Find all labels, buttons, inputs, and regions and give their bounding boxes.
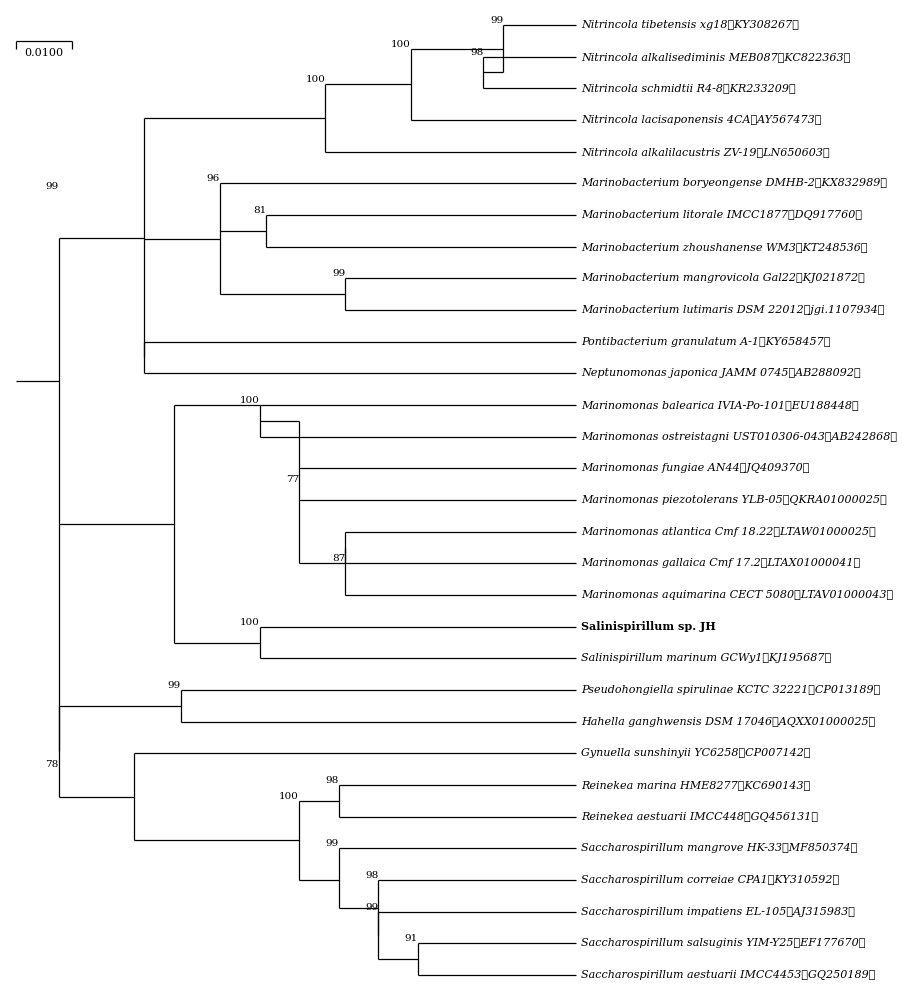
Text: 78: 78 [45,760,59,769]
Text: Saccharospirillum aestuarii IMCC4453（GQ250189）: Saccharospirillum aestuarii IMCC4453（GQ2… [581,970,875,980]
Text: Gynuella sunshinyii YC6258（CP007142）: Gynuella sunshinyii YC6258（CP007142） [581,748,811,758]
Text: Saccharospirillum mangrove HK-33（MF850374）: Saccharospirillum mangrove HK-33（MF85037… [581,843,857,853]
Text: 99: 99 [45,182,59,191]
Text: 81: 81 [253,206,266,215]
Text: 98: 98 [470,48,483,57]
Text: 99: 99 [365,903,378,912]
Text: 91: 91 [404,934,418,943]
Text: Marinobacterium litorale IMCC1877（DQ917760）: Marinobacterium litorale IMCC1877（DQ9177… [581,210,862,220]
Text: Marinomonas balearica IVIA-Po-101（EU188448）: Marinomonas balearica IVIA-Po-101（EU1884… [581,400,859,410]
Text: Pseudohongiella spirulinae KCTC 32221（CP013189）: Pseudohongiella spirulinae KCTC 32221（CP… [581,685,880,695]
Text: Marinobacterium zhoushanense WM3（KT248536）: Marinobacterium zhoushanense WM3（KT24853… [581,242,868,252]
Text: Marinomonas ostreistagni UST010306-043（AB242868）: Marinomonas ostreistagni UST010306-043（A… [581,432,897,442]
Text: Marinobacterium boryeongense DMHB-2（KX832989）: Marinobacterium boryeongense DMHB-2（KX83… [581,178,887,188]
Text: Hahella ganghwensis DSM 17046（AQXX01000025）: Hahella ganghwensis DSM 17046（AQXX010000… [581,717,875,727]
Text: 99: 99 [332,269,345,278]
Text: Marinomonas atlantica Cmf 18.22（LTAW01000025）: Marinomonas atlantica Cmf 18.22（LTAW0100… [581,527,876,537]
Text: 99: 99 [326,839,338,848]
Text: 77: 77 [286,475,299,484]
Text: Saccharospirillum impatiens EL-105（AJ315983）: Saccharospirillum impatiens EL-105（AJ315… [581,907,855,917]
Text: 87: 87 [332,554,345,563]
Text: Marinomonas piezotolerans YLB-05（QKRA01000025）: Marinomonas piezotolerans YLB-05（QKRA010… [581,495,887,505]
Text: Nitrincola alkalilacustris ZV-19（LN650603）: Nitrincola alkalilacustris ZV-19（LN65060… [581,147,830,157]
Text: Saccharospirillum correiae CPA1（KY310592）: Saccharospirillum correiae CPA1（KY310592… [581,875,839,885]
Text: 98: 98 [326,776,338,785]
Text: Marinobacterium mangrovicola Gal22（KJ021872）: Marinobacterium mangrovicola Gal22（KJ021… [581,273,865,283]
Text: Nitrincola tibetensis xg18（KY308267）: Nitrincola tibetensis xg18（KY308267） [581,20,799,30]
Text: 100: 100 [240,618,260,627]
Text: Marinobacterium lutimaris DSM 22012（jgi.1107934）: Marinobacterium lutimaris DSM 22012（jgi.… [581,305,885,315]
Text: Reinekea marina HME8277（KC690143）: Reinekea marina HME8277（KC690143） [581,780,810,790]
Text: 0.0100: 0.0100 [24,48,63,58]
Text: 100: 100 [240,396,260,405]
Text: Neptunomonas japonica JAMM 0745（AB288092）: Neptunomonas japonica JAMM 0745（AB288092… [581,368,861,378]
Text: 99: 99 [168,681,180,690]
Text: Marinomonas gallaica Cmf 17.2（LTAX01000041）: Marinomonas gallaica Cmf 17.2（LTAX010000… [581,558,861,568]
Text: Saccharospirillum salsuginis YIM-Y25（EF177670）: Saccharospirillum salsuginis YIM-Y25（EF1… [581,938,865,948]
Text: Nitrincola alkalisediminis MEB087（KC822363）: Nitrincola alkalisediminis MEB087（KC8223… [581,52,851,62]
Text: Salinispirillum marinum GCWy1（KJ195687）: Salinispirillum marinum GCWy1（KJ195687） [581,653,831,663]
Text: 96: 96 [207,174,220,183]
Text: 100: 100 [391,40,411,49]
Text: Salinispirillum sp. JH: Salinispirillum sp. JH [581,621,715,632]
Text: Pontibacterium granulatum A-1（KY658457）: Pontibacterium granulatum A-1（KY658457） [581,337,831,347]
Text: Reinekea aestuarii IMCC448（GQ456131）: Reinekea aestuarii IMCC448（GQ456131） [581,812,818,822]
Text: 99: 99 [490,16,503,25]
Text: 100: 100 [306,75,326,84]
Text: 98: 98 [365,871,378,880]
Text: 100: 100 [280,792,299,801]
Text: Nitrincola schmidtii R4-8（KR233209）: Nitrincola schmidtii R4-8（KR233209） [581,83,796,93]
Text: Marinomonas fungiae AN44（JQ409370）: Marinomonas fungiae AN44（JQ409370） [581,463,809,473]
Text: Marinomonas aquimarina CECT 5080（LTAV01000043）: Marinomonas aquimarina CECT 5080（LTAV010… [581,590,893,600]
Text: Nitrincola lacisaponensis 4CA（AY567473）: Nitrincola lacisaponensis 4CA（AY567473） [581,115,822,125]
